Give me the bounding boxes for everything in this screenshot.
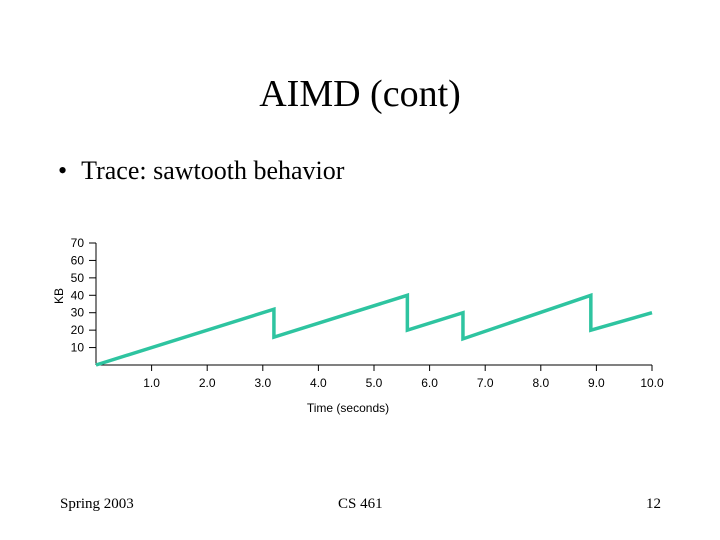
bullet-marker: •	[58, 156, 68, 185]
bullet-point: • Trace: sawtooth behavior	[58, 156, 344, 186]
x-tick-label: 1.0	[143, 376, 160, 390]
y-tick-label: 10	[71, 341, 85, 355]
x-tick-label: 8.0	[532, 376, 549, 390]
y-ticks: 70 60 50 40 30 20 10	[71, 236, 96, 355]
x-ticks: 1.0 2.0 3.0 4.0 5.0 6.0 7.0 8.0 9.0 10.0	[143, 365, 664, 390]
x-tick-label: 3.0	[254, 376, 271, 390]
x-tick-label: 5.0	[366, 376, 383, 390]
chart-series	[95, 292, 653, 367]
x-tick-label: 7.0	[477, 376, 494, 390]
x-tick-label: 2.0	[199, 376, 216, 390]
slide-title: AIMD (cont)	[259, 73, 461, 115]
y-axis-label: KB	[52, 288, 66, 304]
footer-page-number: 12	[646, 496, 661, 512]
y-tick-label: 40	[71, 288, 85, 302]
y-tick-label: 20	[71, 323, 85, 337]
x-tick-label: 4.0	[310, 376, 327, 390]
x-axis-label: Time (seconds)	[307, 401, 389, 415]
x-tick-label: 10.0	[640, 376, 664, 390]
x-tick-label: 9.0	[588, 376, 605, 390]
y-tick-label: 70	[71, 236, 85, 250]
bullet-text: Trace: sawtooth behavior	[81, 156, 345, 185]
y-tick-label: 60	[71, 253, 85, 267]
x-tick-label: 6.0	[421, 376, 438, 390]
series-line	[95, 292, 653, 367]
footer-course-term: Spring 2003	[60, 496, 134, 512]
y-tick-label: 30	[71, 306, 85, 320]
footer-course-name: CS 461	[338, 496, 383, 512]
y-tick-label: 50	[71, 271, 85, 285]
